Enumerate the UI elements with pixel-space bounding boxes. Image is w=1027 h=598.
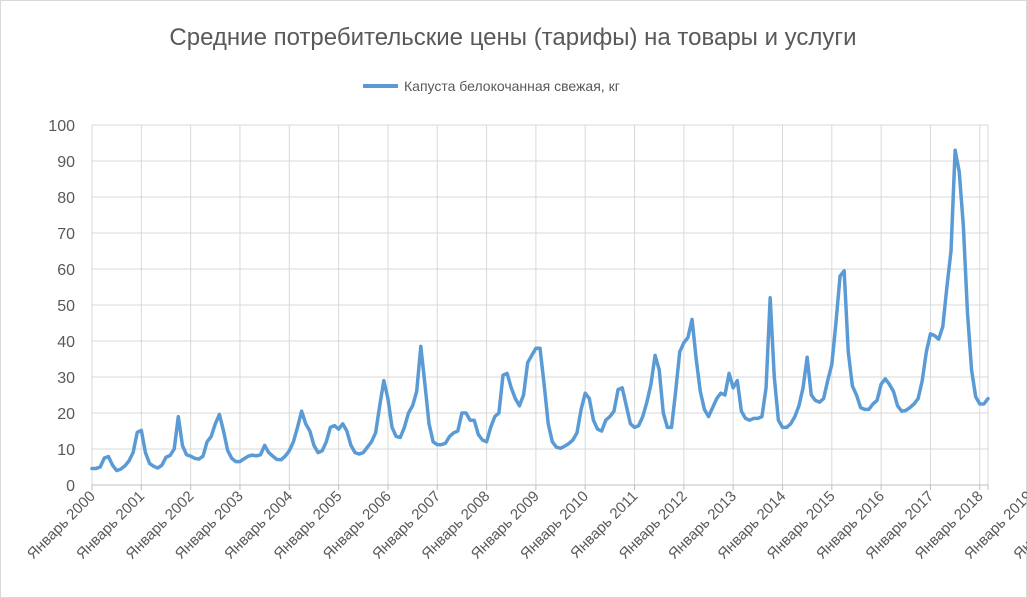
y-tick-label: 80 (57, 190, 75, 207)
y-tick-label: 20 (57, 406, 75, 423)
y-tick-label: 70 (57, 226, 75, 243)
legend: Капуста белокочанная свежая, кг (363, 78, 620, 94)
gridlines (91, 124, 989, 485)
series-group (90, 148, 990, 473)
chart-title: Средние потребительские цены (тарифы) на… (169, 24, 856, 51)
y-tick-label: 100 (48, 118, 75, 135)
y-tick-label: 0 (66, 478, 75, 495)
y-tick-label: 30 (57, 370, 75, 387)
y-axis: 0 10 20 30 40 50 60 70 80 90 100 (48, 118, 75, 495)
y-tick-label: 90 (57, 154, 75, 171)
y-tick-label: 50 (57, 298, 75, 315)
y-tick-label: 60 (57, 262, 75, 279)
y-tick-label: 40 (57, 334, 75, 351)
legend-label: Капуста белокочанная свежая, кг (404, 78, 620, 94)
y-tick-label: 10 (57, 442, 75, 459)
series-line (90, 148, 990, 473)
